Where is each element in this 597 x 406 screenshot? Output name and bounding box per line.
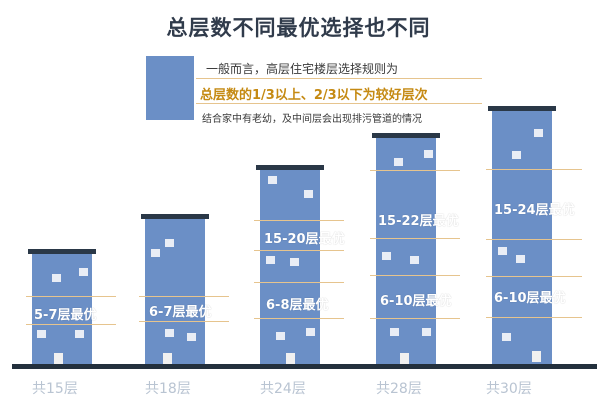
optimal-floor-label: 15-20层最优 (264, 232, 345, 247)
building-15: 5-7层最优 (26, 254, 116, 364)
building-roof (372, 133, 440, 138)
window (165, 329, 174, 337)
window (165, 239, 174, 247)
building-18: 6-7层最优 (139, 219, 229, 364)
legend-divider (196, 78, 482, 79)
legend-rule-text: 一般而言，高层住宅楼层选择规则为 (206, 62, 399, 76)
building-door (532, 351, 541, 362)
optimal-floor-label: 15-22层最优 (378, 214, 459, 229)
building-30: 15-24层最优 6-10层最优 (486, 111, 582, 364)
floor-guide-line (26, 324, 116, 325)
window (290, 258, 299, 266)
legend-highlight-text: 总层数的1/3以上、2/3以下为较好层次 (200, 88, 428, 103)
page-title: 总层数不同最优选择也不同 (166, 16, 431, 40)
building-caption: 共24层 (260, 381, 306, 397)
legend-note-text: 结合家中有老幼，及中间层会出现排污管道的情况 (202, 114, 422, 125)
window (79, 268, 88, 276)
window (37, 330, 46, 338)
window (422, 328, 431, 336)
optimal-floor-label: 15-24层最优 (494, 203, 575, 218)
window (187, 333, 196, 341)
window (390, 328, 399, 336)
window (382, 252, 391, 260)
window (75, 330, 84, 338)
window (502, 333, 511, 341)
floor-guide-line (254, 250, 344, 251)
window (266, 256, 275, 264)
building-caption: 共18层 (145, 381, 191, 397)
window (276, 332, 285, 340)
floor-guide-line (26, 296, 116, 297)
floor-guide-line (370, 275, 460, 276)
floor-guide-line (486, 276, 582, 277)
floor-guide-line (486, 169, 582, 170)
floor-guide-line (486, 239, 582, 240)
window (516, 255, 525, 263)
building-roof (488, 106, 556, 111)
building-roof (141, 214, 209, 219)
optimal-floor-label: 6-8层最优 (266, 298, 329, 313)
floor-guide-line (139, 296, 229, 297)
floor-guide-line (254, 220, 344, 221)
window (498, 247, 507, 255)
window (151, 249, 160, 257)
building-door (286, 353, 295, 364)
window (534, 129, 543, 137)
floor-guide-line (254, 318, 344, 319)
building-28: 15-22层最优 6-10层最优 (370, 138, 460, 364)
window (304, 190, 313, 198)
window (52, 274, 61, 282)
window (512, 151, 521, 159)
optimal-floor-label: 6-10层最优 (494, 291, 566, 306)
window (410, 256, 419, 264)
building-caption: 共30层 (486, 381, 532, 397)
floor-guide-line (370, 318, 460, 319)
window (424, 150, 433, 158)
building-24: 15-20层最优 6-8层最优 (254, 170, 345, 364)
floor-guide-line (486, 317, 582, 318)
ground-line (12, 364, 597, 369)
legend-building-swatch (146, 56, 194, 120)
optimal-floor-label: 6-7层最优 (149, 305, 212, 320)
floor-guide-line (254, 282, 344, 283)
window (268, 176, 277, 184)
optimal-floor-label: 5-7层最优 (34, 308, 97, 323)
floor-guide-line (370, 170, 460, 171)
building-door (400, 353, 409, 364)
building-caption: 共15层 (32, 381, 78, 397)
building-door (163, 353, 172, 364)
building-roof (28, 249, 96, 254)
window (394, 158, 403, 166)
building-roof (256, 165, 324, 170)
building-door (54, 353, 63, 364)
window (306, 328, 315, 336)
optimal-floor-label: 6-10层最优 (380, 294, 452, 309)
legend-divider (196, 103, 482, 104)
building-caption: 共28层 (376, 381, 422, 397)
floor-guide-line (370, 238, 460, 239)
floor-guide-line (139, 321, 229, 322)
